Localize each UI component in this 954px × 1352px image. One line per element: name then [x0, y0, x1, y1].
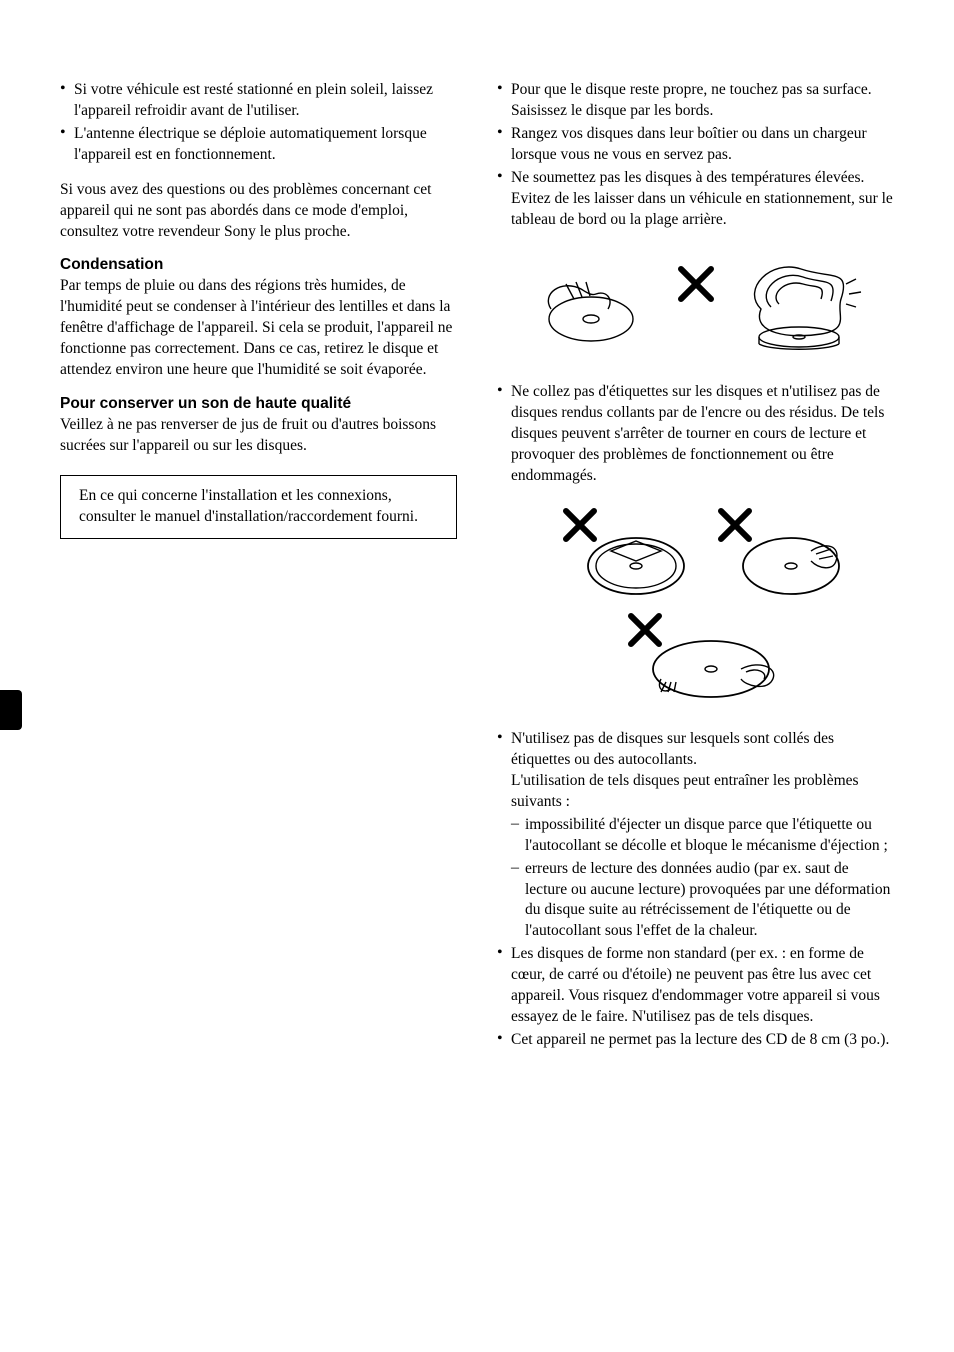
bullet-text: Cet appareil ne permet pas la lecture de… — [511, 1030, 894, 1051]
bullet-text: Rangez vos disques dans leur boîtier ou … — [511, 124, 894, 166]
bullet-marker: • — [497, 944, 511, 1028]
bullet-text: Si votre véhicule est resté stationné en… — [74, 80, 457, 122]
paragraph: Veillez à ne pas renverser de jus de fru… — [60, 415, 457, 457]
bullet-text: N'utilisez pas de disques sur lesquels s… — [511, 729, 894, 813]
bullet-item: • Les disques de forme non standard (per… — [497, 944, 894, 1028]
bullet-text: Pour que le disque reste propre, ne touc… — [511, 80, 894, 122]
bullet-marker: • — [60, 80, 74, 122]
bullet-marker: • — [497, 80, 511, 122]
bullet-text: Ne soumettez pas les disques à des tempé… — [511, 168, 894, 231]
dash-marker: – — [511, 815, 525, 857]
bullet-text: L'antenne électrique se déploie automati… — [74, 124, 457, 166]
page-side-tab — [0, 690, 22, 730]
note-box: En ce qui concerne l'installation et les… — [60, 475, 457, 539]
bullet-item: • Si votre véhicule est resté stationné … — [60, 80, 457, 122]
bullet-marker: • — [497, 124, 511, 166]
two-column-layout: • Si votre véhicule est resté stationné … — [60, 80, 894, 1053]
sub-bullet-text: impossibilité d'éjecter un disque parce … — [525, 815, 894, 857]
heading-sound-quality: Pour conserver un son de haute qualité — [60, 395, 457, 413]
bullet-item: • Cet appareil ne permet pas la lecture … — [497, 1030, 894, 1051]
bullet-marker: • — [60, 124, 74, 166]
bullet-item: • N'utilisez pas de disques sur lesquels… — [497, 729, 894, 813]
bullet-marker: • — [497, 382, 511, 487]
bullet-marker: • — [497, 1030, 511, 1051]
sub-bullet-item: – erreurs de lecture des données audio (… — [497, 859, 894, 943]
bullet-marker: • — [497, 729, 511, 813]
disc-handling-illustration — [526, 244, 866, 364]
bullet-item: • Ne collez pas d'étiquettes sur les dis… — [497, 382, 894, 487]
heading-condensation: Condensation — [60, 256, 457, 274]
bullet-item: • L'antenne électrique se déploie automa… — [60, 124, 457, 166]
paragraph: Si vous avez des questions ou des problè… — [60, 180, 457, 243]
disc-sticker-illustration — [536, 501, 856, 711]
paragraph: Par temps de pluie ou dans des régions t… — [60, 276, 457, 381]
left-column: • Si votre véhicule est resté stationné … — [60, 80, 457, 1053]
bullet-text: Ne collez pas d'étiquettes sur les disqu… — [511, 382, 894, 487]
right-column: • Pour que le disque reste propre, ne to… — [497, 80, 894, 1053]
bullet-text: Les disques de forme non standard (per e… — [511, 944, 894, 1028]
bullet-item: • Rangez vos disques dans leur boîtier o… — [497, 124, 894, 166]
note-text: En ce qui concerne l'installation et les… — [79, 486, 438, 528]
sub-bullet-item: – impossibilité d'éjecter un disque parc… — [497, 815, 894, 857]
bullet-main-line: N'utilisez pas de disques sur lesquels s… — [511, 730, 834, 768]
bullet-item: • Ne soumettez pas les disques à des tem… — [497, 168, 894, 231]
dash-marker: – — [511, 859, 525, 943]
sub-bullet-text: erreurs de lecture des données audio (pa… — [525, 859, 894, 943]
bullet-marker: • — [497, 168, 511, 231]
bullet-sub-line: L'utilisation de tels disques peut entra… — [511, 772, 859, 810]
bullet-item: • Pour que le disque reste propre, ne to… — [497, 80, 894, 122]
